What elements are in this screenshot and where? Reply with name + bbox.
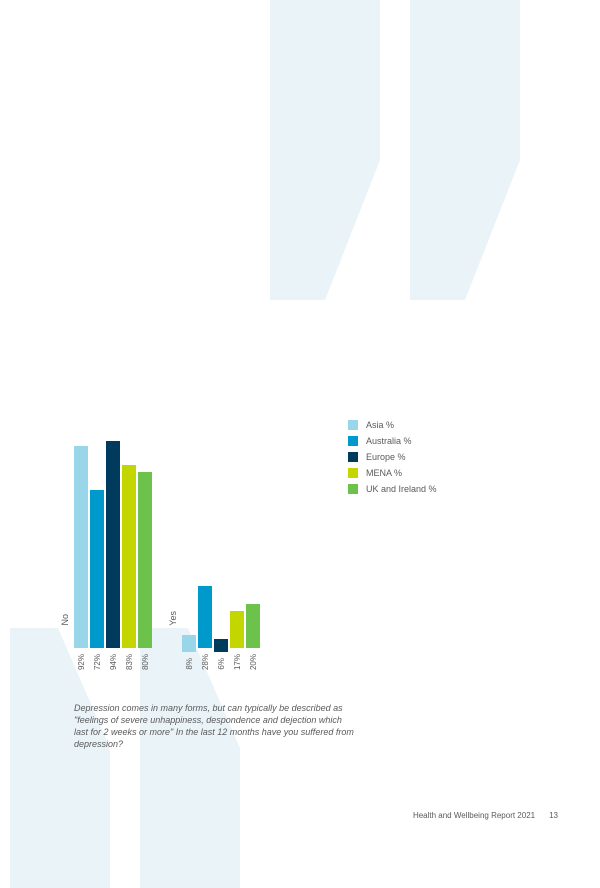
group-label: Yes bbox=[168, 611, 178, 626]
legend-swatch bbox=[348, 436, 358, 446]
bg-quote-top bbox=[250, 0, 550, 300]
bar-rect bbox=[74, 446, 88, 648]
bar-mena: 83% bbox=[122, 465, 136, 670]
bar-value-label: 28% bbox=[201, 654, 210, 670]
bar-rect bbox=[122, 465, 136, 648]
legend-item-mena: MENA % bbox=[348, 468, 437, 478]
bar-australia: 28% bbox=[198, 586, 212, 670]
bar-asia: 92% bbox=[74, 446, 88, 670]
bar-rect bbox=[138, 472, 152, 648]
legend-swatch bbox=[348, 484, 358, 494]
bar-value-label: 80% bbox=[141, 654, 150, 670]
bar-europe: 6% bbox=[214, 639, 228, 670]
bar-rect bbox=[106, 441, 120, 648]
legend-label: Asia % bbox=[366, 420, 394, 430]
bar-asia: 8% bbox=[182, 635, 196, 670]
bar-rect bbox=[246, 604, 260, 648]
legend-item-europe: Europe % bbox=[348, 452, 437, 462]
bar-value-label: 17% bbox=[233, 654, 242, 670]
bar-europe: 94% bbox=[106, 441, 120, 670]
bar-mena: 17% bbox=[230, 611, 244, 670]
legend-label: MENA % bbox=[366, 468, 402, 478]
legend-swatch bbox=[348, 452, 358, 462]
bar-value-label: 72% bbox=[93, 654, 102, 670]
bar-rect bbox=[182, 635, 196, 653]
group-label: No bbox=[60, 614, 70, 626]
bar-rect bbox=[230, 611, 244, 648]
bar-group-no: No92%72%94%83%80% bbox=[74, 441, 152, 670]
footer-page-number: 13 bbox=[549, 811, 558, 820]
footer-title: Health and Wellbeing Report 2021 bbox=[413, 811, 535, 820]
page-footer: Health and Wellbeing Report 2021 13 bbox=[413, 811, 558, 820]
bar-uk: 80% bbox=[138, 472, 152, 670]
bar-value-label: 8% bbox=[185, 658, 194, 670]
bar-value-label: 6% bbox=[217, 658, 226, 670]
legend-swatch bbox=[348, 420, 358, 430]
bar-value-label: 20% bbox=[249, 654, 258, 670]
legend-label: UK and Ireland % bbox=[366, 484, 437, 494]
legend-item-australia: Australia % bbox=[348, 436, 437, 446]
bar-rect bbox=[90, 490, 104, 648]
bar-group-yes: Yes8%28%6%17%20% bbox=[182, 586, 260, 670]
bar-rect bbox=[198, 586, 212, 648]
bar-value-label: 94% bbox=[109, 654, 118, 670]
legend-label: Australia % bbox=[366, 436, 412, 446]
chart-legend: Asia % Australia % Europe % MENA % UK and Ir… bbox=[348, 420, 437, 500]
bar-rect bbox=[214, 639, 228, 652]
chart-caption: Depression comes in many forms, but can … bbox=[74, 702, 354, 751]
legend-label: Europe % bbox=[366, 452, 406, 462]
legend-item-asia: Asia % bbox=[348, 420, 437, 430]
legend-swatch bbox=[348, 468, 358, 478]
bar-uk: 20% bbox=[246, 604, 260, 670]
bar-value-label: 92% bbox=[77, 654, 86, 670]
depression-bar-chart: No92%72%94%83%80%Yes8%28%6%17%20% bbox=[74, 380, 304, 670]
bar-australia: 72% bbox=[90, 490, 104, 670]
bar-value-label: 83% bbox=[125, 654, 134, 670]
legend-item-uk: UK and Ireland % bbox=[348, 484, 437, 494]
